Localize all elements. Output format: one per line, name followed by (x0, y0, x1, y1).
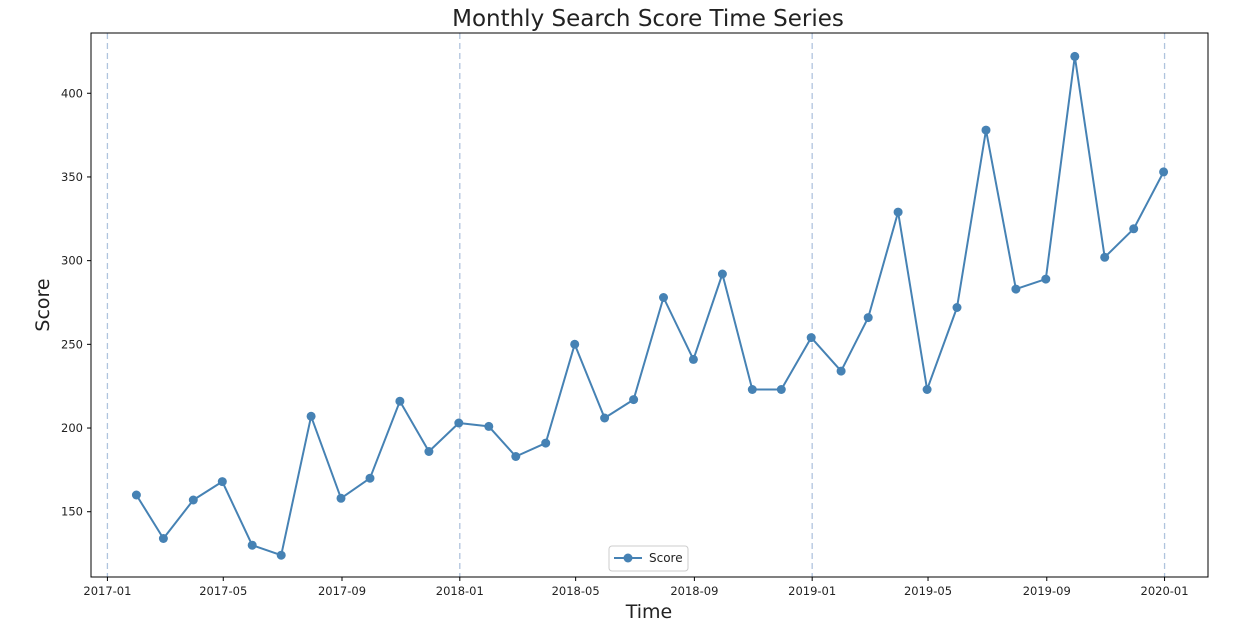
data-point-2018-02-28 (511, 452, 521, 461)
series-line-0 (135, 55, 1165, 557)
data-point-2018-10-31 (747, 385, 757, 394)
x-tick-label: 2018-09 (670, 584, 718, 598)
data-point-2019-04-30 (922, 385, 932, 394)
data-point-2017-08-31 (336, 493, 346, 503)
data-point-2018-11-30 (776, 385, 786, 394)
data-point-2018-04-30 (570, 339, 580, 349)
data-point-2017-10-31 (395, 396, 405, 406)
axes-frame (90, 32, 1209, 578)
y-tick-label: 250 (61, 337, 83, 351)
legend-label: Score (649, 551, 683, 565)
data-point-2019-09-30 (1070, 51, 1080, 61)
legend-box (608, 545, 689, 572)
data-point-2017-11-30 (424, 447, 434, 456)
x-tick-label: 2017-01 (83, 584, 131, 598)
data-point-2018-12-31 (806, 333, 816, 343)
y-tick-label: 350 (61, 170, 83, 184)
data-point-2019-03-31 (893, 207, 903, 217)
data-point-2019-02-28 (863, 313, 873, 323)
data-point-2019-08-31 (1041, 274, 1051, 284)
data-point-2017-02-28 (158, 534, 168, 543)
x-tick-label: 2019-05 (904, 584, 952, 598)
axis-ticks: 2017-01 2017-05 2017-09 2018-01 2018-05 2018-… (61, 86, 1189, 598)
data-point-2019-06-30 (981, 125, 991, 135)
data-point-2017-01-31 (131, 490, 141, 500)
data-point-2017-05-31 (247, 540, 257, 550)
data-point-2018-07-31 (659, 293, 668, 302)
data-point-2018-08-31 (688, 354, 698, 364)
data-point-2018-06-30 (629, 395, 639, 405)
data-point-2018-05-31 (600, 413, 610, 423)
y-axis-label: Score (32, 278, 54, 331)
x-tick-label: 2019-09 (1023, 584, 1071, 598)
x-tick-label: 2018-05 (552, 584, 600, 598)
data-point-2018-01-31 (484, 421, 494, 431)
x-axis-label: Time (625, 601, 673, 623)
data-point-2017-12-31 (454, 418, 464, 428)
data-point-2017-03-31 (188, 495, 198, 505)
data-point-2019-11-30 (1129, 224, 1139, 234)
data-point-2019-05-31 (952, 303, 962, 312)
data-point-2017-09-30 (365, 473, 375, 483)
y-tick-label: 200 (61, 421, 83, 435)
x-tick-label: 2019-01 (788, 584, 836, 598)
x-tick-label: 2020-01 (1141, 584, 1189, 598)
legend-marker (623, 553, 633, 563)
x-tick-label: 2017-09 (318, 584, 366, 598)
data-point-2017-07-31 (306, 411, 316, 421)
data-point-2019-12-31 (1159, 167, 1169, 177)
data-point-2019-07-31 (1011, 284, 1021, 294)
plot-area (106, 33, 1169, 577)
legend: Score (608, 545, 689, 572)
data-point-2018-09-30 (717, 269, 727, 279)
x-tick-label: 2018-01 (436, 584, 484, 598)
y-tick-label: 400 (61, 86, 83, 100)
data-point-2019-10-31 (1100, 252, 1110, 262)
data-point-2018-03-31 (541, 438, 551, 448)
data-point-2017-06-30 (276, 550, 286, 560)
y-tick-label: 300 (61, 254, 83, 268)
data-point-2017-04-30 (217, 477, 227, 487)
x-tick-label: 2017-05 (199, 584, 247, 598)
chart-title: Monthly Search Score Time Series (452, 6, 844, 32)
y-tick-label: 150 (61, 505, 83, 519)
data-point-2019-01-31 (836, 366, 846, 376)
